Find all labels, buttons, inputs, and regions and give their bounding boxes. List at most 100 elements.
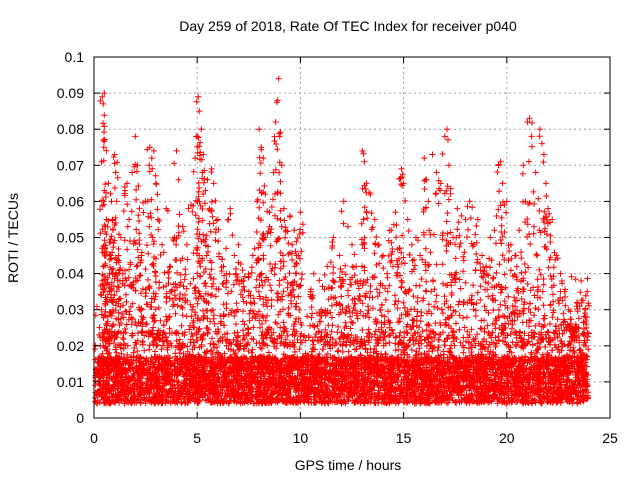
data-point: [361, 158, 368, 165]
data-point: [536, 126, 543, 133]
data-point: [573, 299, 580, 306]
data-point: [196, 108, 203, 115]
data-point: [421, 155, 428, 162]
data-point: [223, 245, 230, 252]
data-point: [526, 115, 533, 122]
x-tick-label: 5: [193, 430, 201, 446]
y-tick-label: 0: [76, 410, 84, 426]
data-point: [150, 147, 157, 154]
data-point: [256, 126, 263, 133]
data-point: [545, 205, 552, 212]
data-point: [582, 306, 589, 313]
data-point: [538, 140, 545, 147]
data-point: [126, 216, 133, 223]
data-point: [388, 227, 395, 234]
y-tick-label: 0.03: [57, 302, 84, 318]
data-point: [109, 216, 116, 223]
data-point: [470, 241, 477, 248]
data-point: [200, 151, 207, 158]
data-point: [280, 205, 287, 212]
data-point: [146, 144, 153, 151]
data-point: [392, 209, 399, 216]
data-point: [462, 216, 469, 223]
data-point: [363, 180, 370, 187]
data-point: [446, 162, 453, 169]
data-point: [245, 288, 252, 295]
data-point: [112, 169, 119, 176]
data-points: [99, 75, 591, 331]
data-point: [295, 252, 302, 259]
data-point: [152, 180, 159, 187]
x-tick-label: 15: [396, 430, 412, 446]
spike-streaks-path: [97, 97, 592, 349]
data-point: [359, 147, 366, 154]
data-point: [357, 277, 364, 284]
data-point: [466, 198, 473, 205]
chart-title: Day 259 of 2018, Rate Of TEC Index for r…: [179, 18, 517, 34]
data-point: [318, 306, 325, 313]
data-point: [553, 252, 560, 259]
data-point: [227, 205, 234, 212]
data-point: [584, 288, 591, 295]
data-point: [117, 234, 124, 241]
data-point: [101, 187, 108, 194]
y-axis-label: ROTI / TECUs: [5, 193, 21, 283]
data-point: [113, 198, 120, 205]
data-point: [565, 306, 572, 313]
data-point: [103, 216, 110, 223]
data-point: [132, 133, 139, 140]
data-point: [274, 97, 281, 104]
data-point: [450, 234, 457, 241]
data-point: [307, 288, 314, 295]
data-point: [159, 241, 166, 248]
data-point: [379, 252, 386, 259]
data-point: [214, 216, 221, 223]
data-point: [474, 216, 481, 223]
data-point: [287, 212, 294, 219]
data-point: [275, 75, 282, 82]
data-point: [522, 198, 529, 205]
data-point: [282, 227, 289, 234]
data-point: [429, 151, 436, 158]
x-tick-label: 20: [499, 430, 515, 446]
data-point: [396, 245, 403, 252]
data-point: [543, 180, 550, 187]
data-point: [260, 155, 267, 162]
data-point: [423, 176, 430, 183]
data-point: [503, 198, 510, 205]
data-point: [272, 118, 279, 125]
data-point: [276, 133, 283, 140]
data-point: [108, 198, 115, 205]
data-point: [289, 241, 296, 248]
data-point: [239, 266, 246, 273]
data-point: [270, 169, 277, 176]
data-point: [249, 252, 256, 259]
data-point: [349, 241, 355, 248]
data-point: [258, 144, 265, 151]
data-point: [198, 126, 205, 133]
y-tick-label: 0.09: [57, 85, 84, 101]
y-tick-label: 0.05: [57, 230, 84, 246]
y-tick-label: 0.02: [57, 338, 84, 354]
data-point: [371, 216, 378, 223]
data-point: [297, 209, 304, 216]
data-point: [121, 187, 128, 194]
data-point: [179, 223, 186, 230]
data-point: [443, 126, 450, 133]
data-point: [491, 227, 498, 234]
data-point: [204, 176, 211, 183]
data-point: [138, 252, 145, 259]
data-point: [134, 162, 141, 169]
data-point: [324, 263, 331, 270]
x-tick-label: 25: [602, 430, 618, 446]
data-point: [171, 234, 178, 241]
data-point: [106, 270, 113, 277]
data-point: [417, 252, 424, 259]
data-point: [100, 100, 107, 107]
data-point: [102, 223, 109, 230]
data-point: [192, 155, 199, 162]
y-axis-ticks: 0 0.01 0.02 0.03 0.04 0.05 0.06 0.07 0.08 0.09 0.1: [57, 49, 610, 426]
data-point: [195, 93, 202, 100]
data-point: [561, 288, 568, 295]
